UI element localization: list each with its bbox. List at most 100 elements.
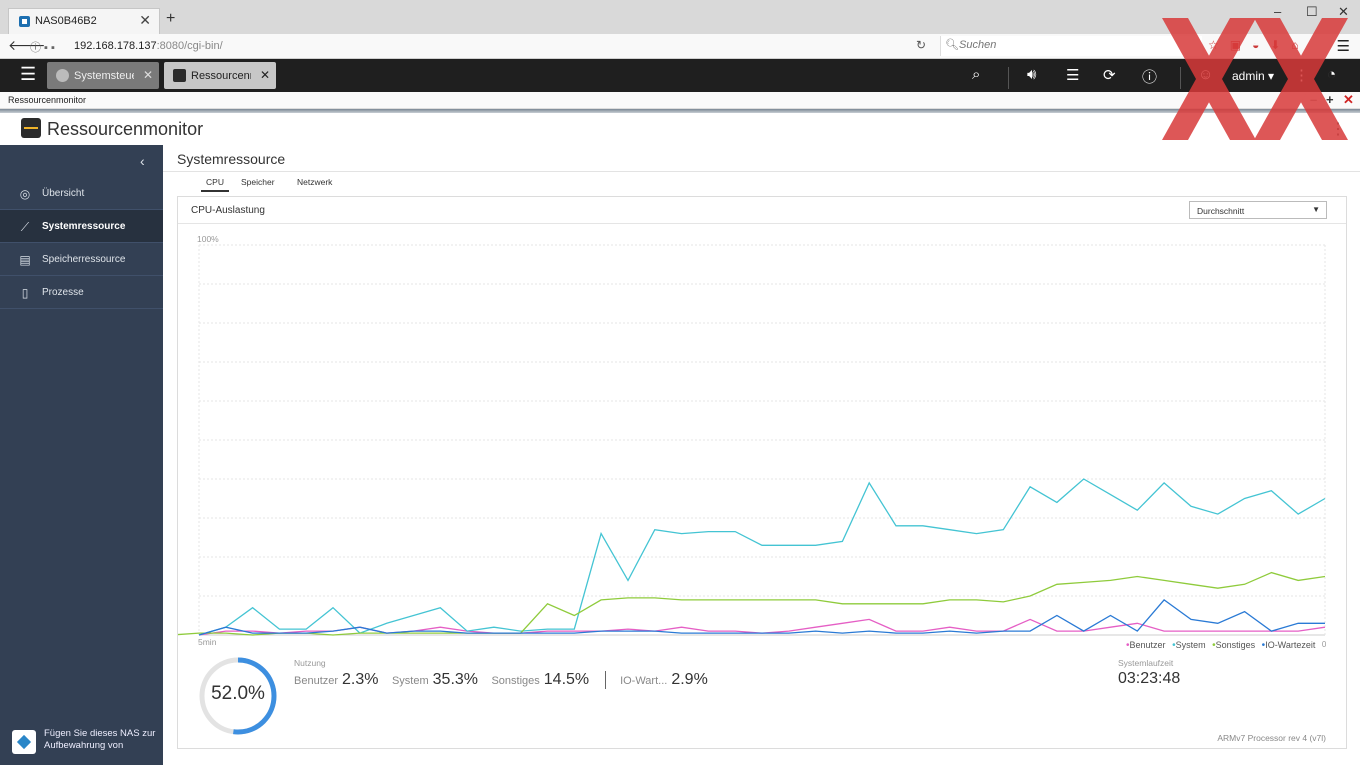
gauge-fill bbox=[199, 657, 277, 735]
series-line-io-wartezeit bbox=[198, 599, 1325, 636]
close-app-tab-icon[interactable]: ✕ bbox=[142, 68, 153, 82]
chart-series bbox=[178, 478, 1326, 636]
mode-select-value: Durchschnitt bbox=[1197, 206, 1245, 216]
app-title: Ressourcenmonitor bbox=[47, 119, 204, 139]
resource-tabs: CPU Speicher Netzwerk bbox=[163, 171, 1360, 192]
maximize-window-icon[interactable]: ☐ bbox=[1306, 4, 1318, 19]
cpu-usage-panel: CPU-Auslastung Durchschnitt ▼ 100% 5min … bbox=[177, 196, 1347, 749]
legend-dot: • bbox=[1212, 640, 1216, 651]
usage-item-label: Benutzer bbox=[294, 675, 339, 688]
resource-monitor-logo-icon bbox=[21, 118, 41, 138]
promo-text: Fügen Sie dieses NAS zur Aufbewahrung vo… bbox=[44, 728, 156, 751]
cpu-usage-chart: 100% 5min bbox=[178, 234, 1326, 647]
legend-item-system: •System bbox=[1172, 640, 1206, 651]
tab-cpu[interactable]: CPU bbox=[201, 177, 229, 192]
sidebar-item-label: Systemressource bbox=[42, 221, 126, 232]
document-icon: ▯ bbox=[21, 286, 29, 300]
line-chart-icon: ⟋ bbox=[20, 220, 30, 234]
qfinder-icon bbox=[12, 730, 36, 754]
window-title: Ressourcenmonitor bbox=[8, 95, 87, 105]
browser-menu-icon[interactable]: ☰ bbox=[1336, 38, 1350, 55]
chart-grid bbox=[198, 244, 1326, 636]
watermark-logo bbox=[1162, 18, 1348, 140]
tab-memory[interactable]: Speicher bbox=[241, 177, 275, 187]
legend-label: IO-Wartezeit bbox=[1265, 640, 1316, 650]
chevron-left-icon[interactable]: ‹ bbox=[140, 153, 145, 169]
storage-icon: ▤ bbox=[19, 253, 31, 267]
bookmark-star-icon[interactable]: ☆ bbox=[1208, 38, 1219, 52]
usage-iowait: IO-Wart... 2.9% bbox=[620, 671, 708, 688]
resource-monitor-icon bbox=[173, 69, 186, 82]
reload-icon[interactable]: ↻ bbox=[916, 38, 927, 52]
url-host: 192.168.178.137 bbox=[74, 40, 157, 52]
maximize-icon[interactable]: + bbox=[1326, 92, 1334, 107]
background-tasks-icon[interactable]: ☰ bbox=[1066, 67, 1080, 84]
app-tab-control-panel[interactable]: Systemsteueru... ✕ bbox=[47, 62, 159, 89]
browser-navigation-bar: 🡐 ⓘ ▪ ▪ 192.168.178.137:8080/cgi-bin/ ↻ … bbox=[0, 34, 1360, 59]
usage-item-value: 2.9% bbox=[671, 671, 708, 689]
processor-info: ARMv7 Processor rev 4 (v7l) bbox=[1217, 733, 1326, 743]
sidebar-item-processes[interactable]: ▯ Prozesse bbox=[0, 276, 163, 309]
divider bbox=[1008, 67, 1009, 89]
usage-label: Nutzung bbox=[294, 658, 326, 668]
x-axis-start-label: 5min bbox=[198, 637, 217, 647]
browser-tab[interactable]: NAS0B46B2 ✕ bbox=[8, 8, 160, 34]
divider bbox=[604, 671, 606, 689]
app-tab-resource-monitor[interactable]: Ressourcenm... ✕ bbox=[164, 62, 276, 89]
close-window-icon[interactable]: ✕ bbox=[1338, 4, 1349, 19]
uptime-label: Systemlaufzeit bbox=[1118, 658, 1174, 668]
search-icon[interactable]: ⌕ bbox=[972, 66, 981, 83]
url-path: :8080/cgi-bin/ bbox=[156, 40, 223, 52]
tab-network[interactable]: Netzwerk bbox=[297, 177, 333, 187]
external-device-icon[interactable]: ⟳ bbox=[1103, 67, 1116, 84]
sidebar-item-overview[interactable]: ◎ Übersicht bbox=[0, 177, 163, 210]
usage-breakdown: Benutzer 2.3% System 35.3% Sonstiges 14.5% … bbox=[294, 671, 717, 689]
volume-icon[interactable]: 🔊︎ bbox=[1027, 66, 1037, 83]
sidebar-item-label: Speicherressource bbox=[42, 254, 126, 265]
mode-select[interactable]: Durchschnitt ▼ bbox=[1189, 201, 1327, 219]
browser-tab-strip: NAS0B46B2 ✕ + – ☐ ✕ bbox=[0, 0, 1360, 34]
dashboard-icon[interactable]: ◔ bbox=[1327, 66, 1337, 83]
cpu-total-value: 52.0% bbox=[211, 683, 265, 704]
x-axis-end-label: 0 bbox=[1321, 640, 1327, 649]
usage-system: System 35.3% bbox=[392, 671, 478, 688]
browser-search-box[interactable]: 🔍︎ bbox=[940, 36, 1202, 56]
window-title-bar: Ressourcenmonitor – + ✕ bbox=[0, 92, 1360, 109]
sidebar: ‹ ◎ Übersicht ⟋ Systemressource ▤ Speich… bbox=[0, 145, 163, 765]
y-axis-max-label: 100% bbox=[197, 234, 219, 244]
caret-down-icon: ▼ bbox=[1312, 205, 1320, 214]
app-tab-label: Systemsteueru... bbox=[74, 70, 134, 82]
legend-dot: • bbox=[1172, 640, 1176, 651]
minimize-window-icon[interactable]: – bbox=[1274, 4, 1282, 19]
usage-item-value: 14.5% bbox=[543, 671, 590, 689]
series-line-system bbox=[198, 478, 1326, 636]
browser-tab-title: NAS0B46B2 bbox=[35, 15, 97, 27]
legend-dot: • bbox=[1261, 640, 1266, 651]
pocket-icon[interactable]: ◒ bbox=[1252, 38, 1260, 52]
usage-user: Benutzer 2.3% bbox=[294, 671, 379, 688]
qts-top-bar: ☰ Systemsteueru... ✕ Ressourcenm... ✕ ⌕ … bbox=[0, 59, 1360, 92]
info-icon[interactable]: ⓘ bbox=[1142, 69, 1158, 86]
usage-item-value: 2.3% bbox=[342, 671, 379, 689]
usage-other: Sonstiges 14.5% bbox=[491, 671, 589, 688]
username: admin bbox=[1232, 69, 1265, 83]
qfinder-promo[interactable]: Fügen Sie dieses NAS zur Aufbewahrung vo… bbox=[12, 727, 162, 757]
sidebar-item-system-resource[interactable]: ⟋ Systemressource bbox=[0, 210, 163, 243]
new-tab-button[interactable]: + bbox=[166, 10, 176, 27]
browser-search-input[interactable] bbox=[959, 39, 1189, 51]
legend-item-user: •Benutzer bbox=[1126, 640, 1166, 651]
legend-label: System bbox=[1175, 640, 1206, 650]
close-tab-icon[interactable]: ✕ bbox=[139, 12, 151, 28]
url-bar[interactable]: 192.168.178.137:8080/cgi-bin/ bbox=[74, 40, 223, 52]
sidebar-item-label: Prozesse bbox=[42, 287, 84, 298]
gear-icon bbox=[56, 69, 69, 82]
close-app-tab-icon[interactable]: ✕ bbox=[259, 68, 270, 82]
sidebar-item-label: Übersicht bbox=[42, 188, 85, 199]
sidebar-item-storage-resource[interactable]: ▤ Speicherressource bbox=[0, 243, 163, 276]
panel-title: CPU-Auslastung bbox=[191, 205, 265, 216]
close-icon[interactable]: ✕ bbox=[1343, 92, 1354, 107]
site-info-icon[interactable]: ⓘ ▪ ▪ bbox=[30, 42, 55, 54]
main-menu-icon[interactable]: ☰ bbox=[20, 64, 37, 84]
user-menu[interactable]: admin ▾ bbox=[1232, 69, 1275, 83]
back-arrow-icon[interactable]: 🡐 bbox=[8, 37, 46, 53]
